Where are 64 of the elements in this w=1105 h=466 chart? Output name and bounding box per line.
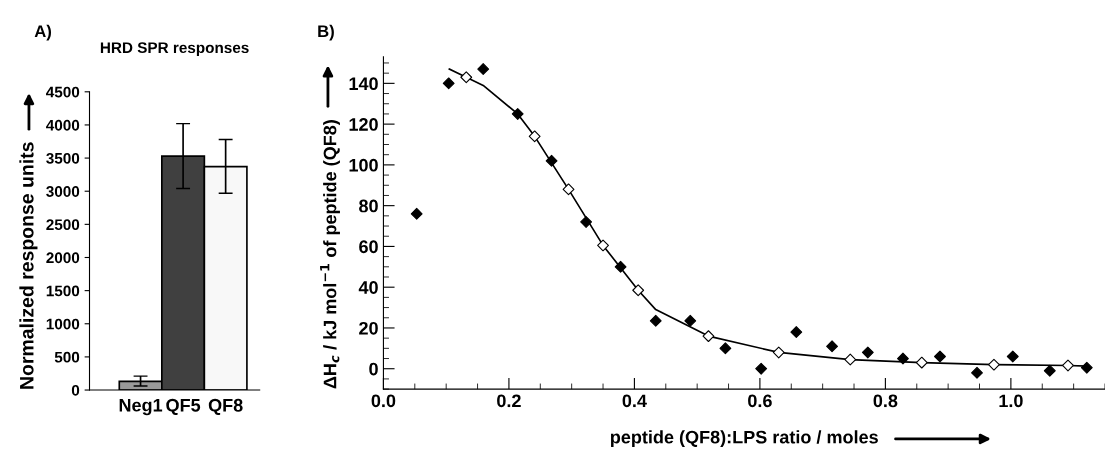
text: A) bbox=[34, 24, 52, 41]
point bbox=[528, 130, 541, 143]
y-axis-title: ΔH$_{c}$ / kJ mol$^{−1}$ of peptide (QF8) bbox=[320, 120, 340, 389]
point bbox=[934, 350, 946, 363]
point bbox=[988, 358, 1000, 371]
x-tick-label: 0.6 bbox=[748, 394, 772, 408]
point bbox=[580, 216, 593, 228]
point bbox=[632, 284, 645, 297]
point bbox=[545, 154, 558, 167]
point bbox=[971, 366, 983, 379]
x-tick-label: Neg1 bbox=[119, 398, 163, 416]
point bbox=[702, 330, 715, 343]
y-tick-label: 1000 bbox=[46, 318, 80, 330]
point bbox=[826, 340, 838, 353]
point bbox=[790, 326, 803, 338]
y-tick-label: 120 bbox=[349, 118, 378, 131]
point bbox=[410, 207, 423, 220]
point bbox=[1062, 359, 1074, 372]
point bbox=[755, 362, 768, 375]
point bbox=[614, 260, 627, 273]
point bbox=[684, 314, 697, 327]
point bbox=[1080, 361, 1093, 374]
y-tick-label: 500 bbox=[54, 351, 80, 363]
x-tick-label: QF8 bbox=[208, 398, 243, 416]
y-tick-label: 4500 bbox=[46, 86, 80, 98]
x-tick-label: 0.4 bbox=[622, 394, 647, 408]
point bbox=[861, 346, 874, 359]
y-axis-title: Normalized response units bbox=[19, 142, 38, 389]
point bbox=[649, 314, 662, 327]
y-tick-label: 4000 bbox=[46, 119, 80, 131]
x-axis-title: peptide (QF8):LPS ratio / moles bbox=[610, 430, 878, 448]
y-tick-label: 100 bbox=[349, 158, 378, 172]
x-tick-label: 0.2 bbox=[497, 394, 521, 408]
point bbox=[511, 107, 524, 120]
y-tick-label: 140 bbox=[349, 77, 378, 91]
point bbox=[897, 352, 909, 365]
y-tick-label: 80 bbox=[359, 199, 378, 213]
point bbox=[772, 346, 785, 359]
point bbox=[562, 183, 575, 196]
point bbox=[844, 353, 857, 366]
point bbox=[597, 239, 609, 252]
x-tick-label: 0.0 bbox=[371, 394, 396, 408]
y-tick-label: 0 bbox=[71, 384, 80, 396]
y-tick-label: 2500 bbox=[46, 219, 80, 231]
y-tick-label: 40 bbox=[358, 281, 378, 294]
y-tick-label: 3000 bbox=[46, 186, 80, 197]
y-tick-label: 2000 bbox=[46, 252, 80, 264]
x-tick-label: 0.8 bbox=[873, 394, 898, 408]
y-tick-label: 1500 bbox=[46, 285, 80, 297]
point bbox=[477, 63, 490, 76]
x-tick-label: QF5 bbox=[166, 398, 201, 416]
point bbox=[1006, 350, 1019, 363]
y-tick-label: 0 bbox=[369, 362, 378, 376]
point bbox=[915, 356, 928, 369]
y-tick-label: 3500 bbox=[46, 152, 80, 164]
y-tick-label: 60 bbox=[359, 240, 378, 254]
y-tick-label: 20 bbox=[359, 321, 378, 335]
point bbox=[460, 71, 473, 84]
text: B) bbox=[318, 24, 334, 41]
point bbox=[1043, 364, 1056, 377]
point bbox=[442, 77, 455, 90]
chart-title: HRD SPR responses bbox=[100, 42, 249, 57]
point bbox=[719, 342, 732, 355]
x-tick-label: 1.0 bbox=[999, 394, 1023, 408]
